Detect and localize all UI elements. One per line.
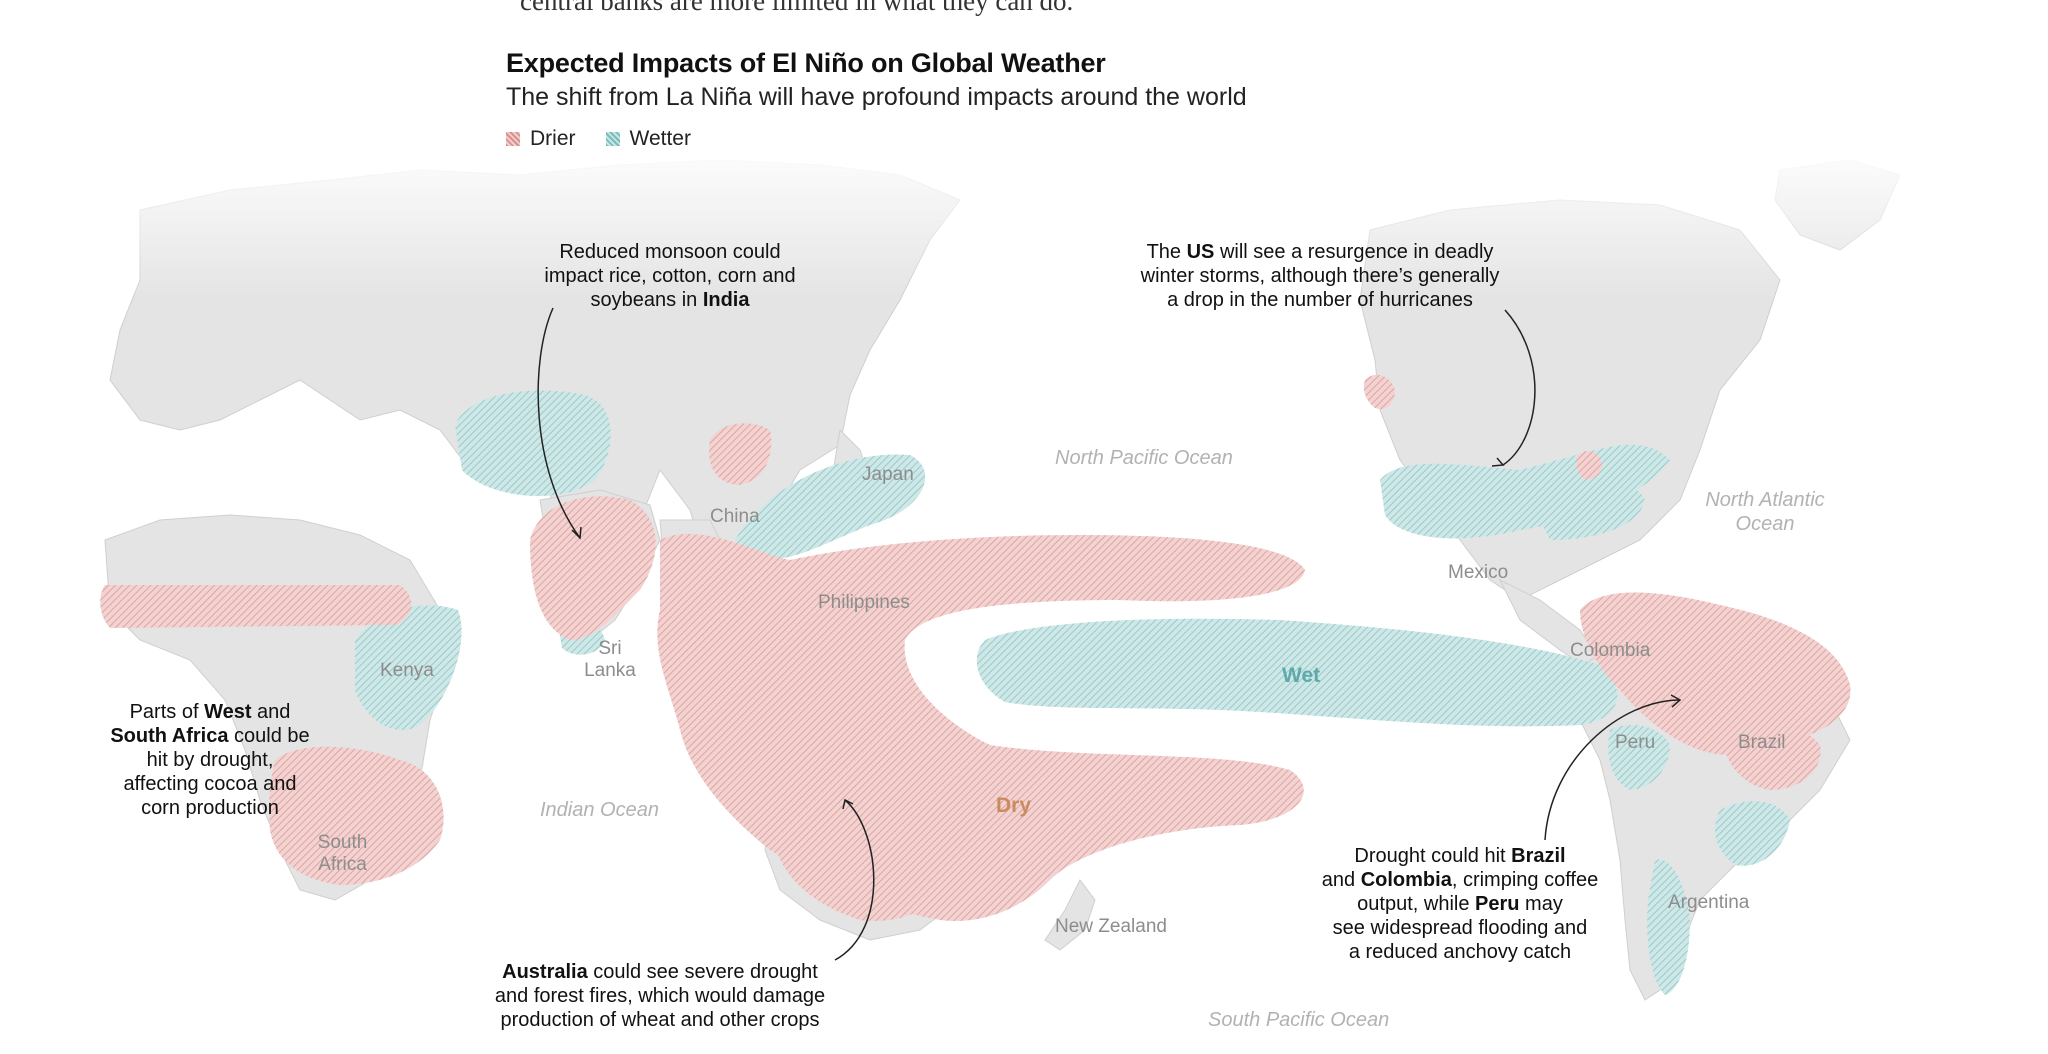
leader-us — [1502, 309, 1536, 466]
wet-zone-us-east — [1530, 481, 1645, 540]
annotation-brazil: Drought could hit Brazil and Colombia, c… — [1321, 845, 1599, 963]
legend-item-drier: Drier — [506, 127, 576, 151]
zone-label-dry: Dry — [996, 794, 1032, 817]
wet-zone-south-brazil — [1715, 801, 1790, 866]
ocean-label-indian: Indian Ocean — [540, 799, 659, 821]
leader-india — [537, 307, 581, 539]
ocean-label-north-pacific: North Pacific Ocean — [1055, 447, 1233, 469]
legend-label-drier: Drier — [530, 127, 576, 150]
dry-zone-sahel — [100, 585, 412, 628]
place-label-kenya: Kenya — [380, 660, 434, 681]
annotation-africa: Parts of West and South Africa could be … — [110, 701, 310, 819]
map-top-fade — [0, 140, 2048, 300]
dry-zone-colombia-brazil — [1580, 592, 1851, 756]
ocean-label-south-pacific: South Pacific Ocean — [1208, 1009, 1390, 1031]
place-label-japan: Japan — [862, 464, 914, 485]
wet-zone-pacific — [976, 618, 1618, 727]
wet-zone-japan — [735, 454, 926, 561]
chart-title: Expected Impacts of El Niño on Global We… — [506, 48, 1106, 78]
dry-zone-east-us — [1576, 451, 1602, 480]
legend-label-wetter: Wetter — [629, 127, 691, 150]
leader-australia — [834, 799, 875, 961]
wetter-swatch — [605, 132, 620, 146]
wet-zone-central-asia — [455, 390, 611, 497]
place-label-brazil: Brazil — [1738, 732, 1786, 753]
annotation-india: Reduced monsoon could impact rice, cotto… — [544, 241, 796, 311]
wet-zone-peru — [1608, 725, 1670, 790]
leader-lines — [537, 307, 1681, 961]
place-label-peru: Peru — [1615, 732, 1656, 753]
land-new-zealand — [1044, 879, 1096, 951]
place-label-china: China — [710, 506, 760, 527]
place-label-south-africa: South Africa — [317, 832, 368, 875]
legend-item-wetter: Wetter — [605, 127, 691, 151]
place-label-new-zealand: New Zealand — [1055, 916, 1167, 937]
dry-zone-south-africa — [269, 746, 444, 885]
place-label-argentina: Argentina — [1668, 892, 1750, 913]
place-label-sri-lanka: Sri Lanka — [584, 638, 636, 681]
dry-zone-south-america-east — [1720, 716, 1821, 790]
place-label-colombia: Colombia — [1570, 640, 1651, 661]
dry-zone-australia — [770, 774, 956, 921]
place-label-philippines: Philippines — [818, 592, 910, 613]
wet-zone-kenya — [355, 605, 462, 731]
dry-zone-india — [530, 496, 656, 640]
dry-zone-west-coast-us — [1363, 374, 1395, 410]
annotation-us: The US will see a resurgence in deadly w… — [1140, 241, 1500, 311]
leader-brazil — [1544, 699, 1681, 841]
zone-label-wet: Wet — [1282, 664, 1321, 687]
dry-zone-maritime — [657, 533, 1305, 921]
dry-zone-china — [709, 423, 772, 485]
drier-zones — [100, 374, 1851, 921]
place-label-mexico: Mexico — [1448, 562, 1509, 583]
chart-subtitle: The shift from La Niña will have profoun… — [506, 83, 1247, 111]
wet-zone-argentina — [1647, 859, 1690, 995]
ocean-label-north-atlantic: North Atlantic Ocean — [1705, 489, 1825, 535]
annotation-australia: Australia could see severe drought and f… — [494, 961, 826, 1031]
leader-arrowheads — [571, 457, 1682, 810]
legend: Drier Wetter — [506, 127, 721, 151]
drier-swatch — [506, 132, 520, 146]
cutoff-article-text: central banks are more limited in what t… — [520, 0, 1074, 16]
